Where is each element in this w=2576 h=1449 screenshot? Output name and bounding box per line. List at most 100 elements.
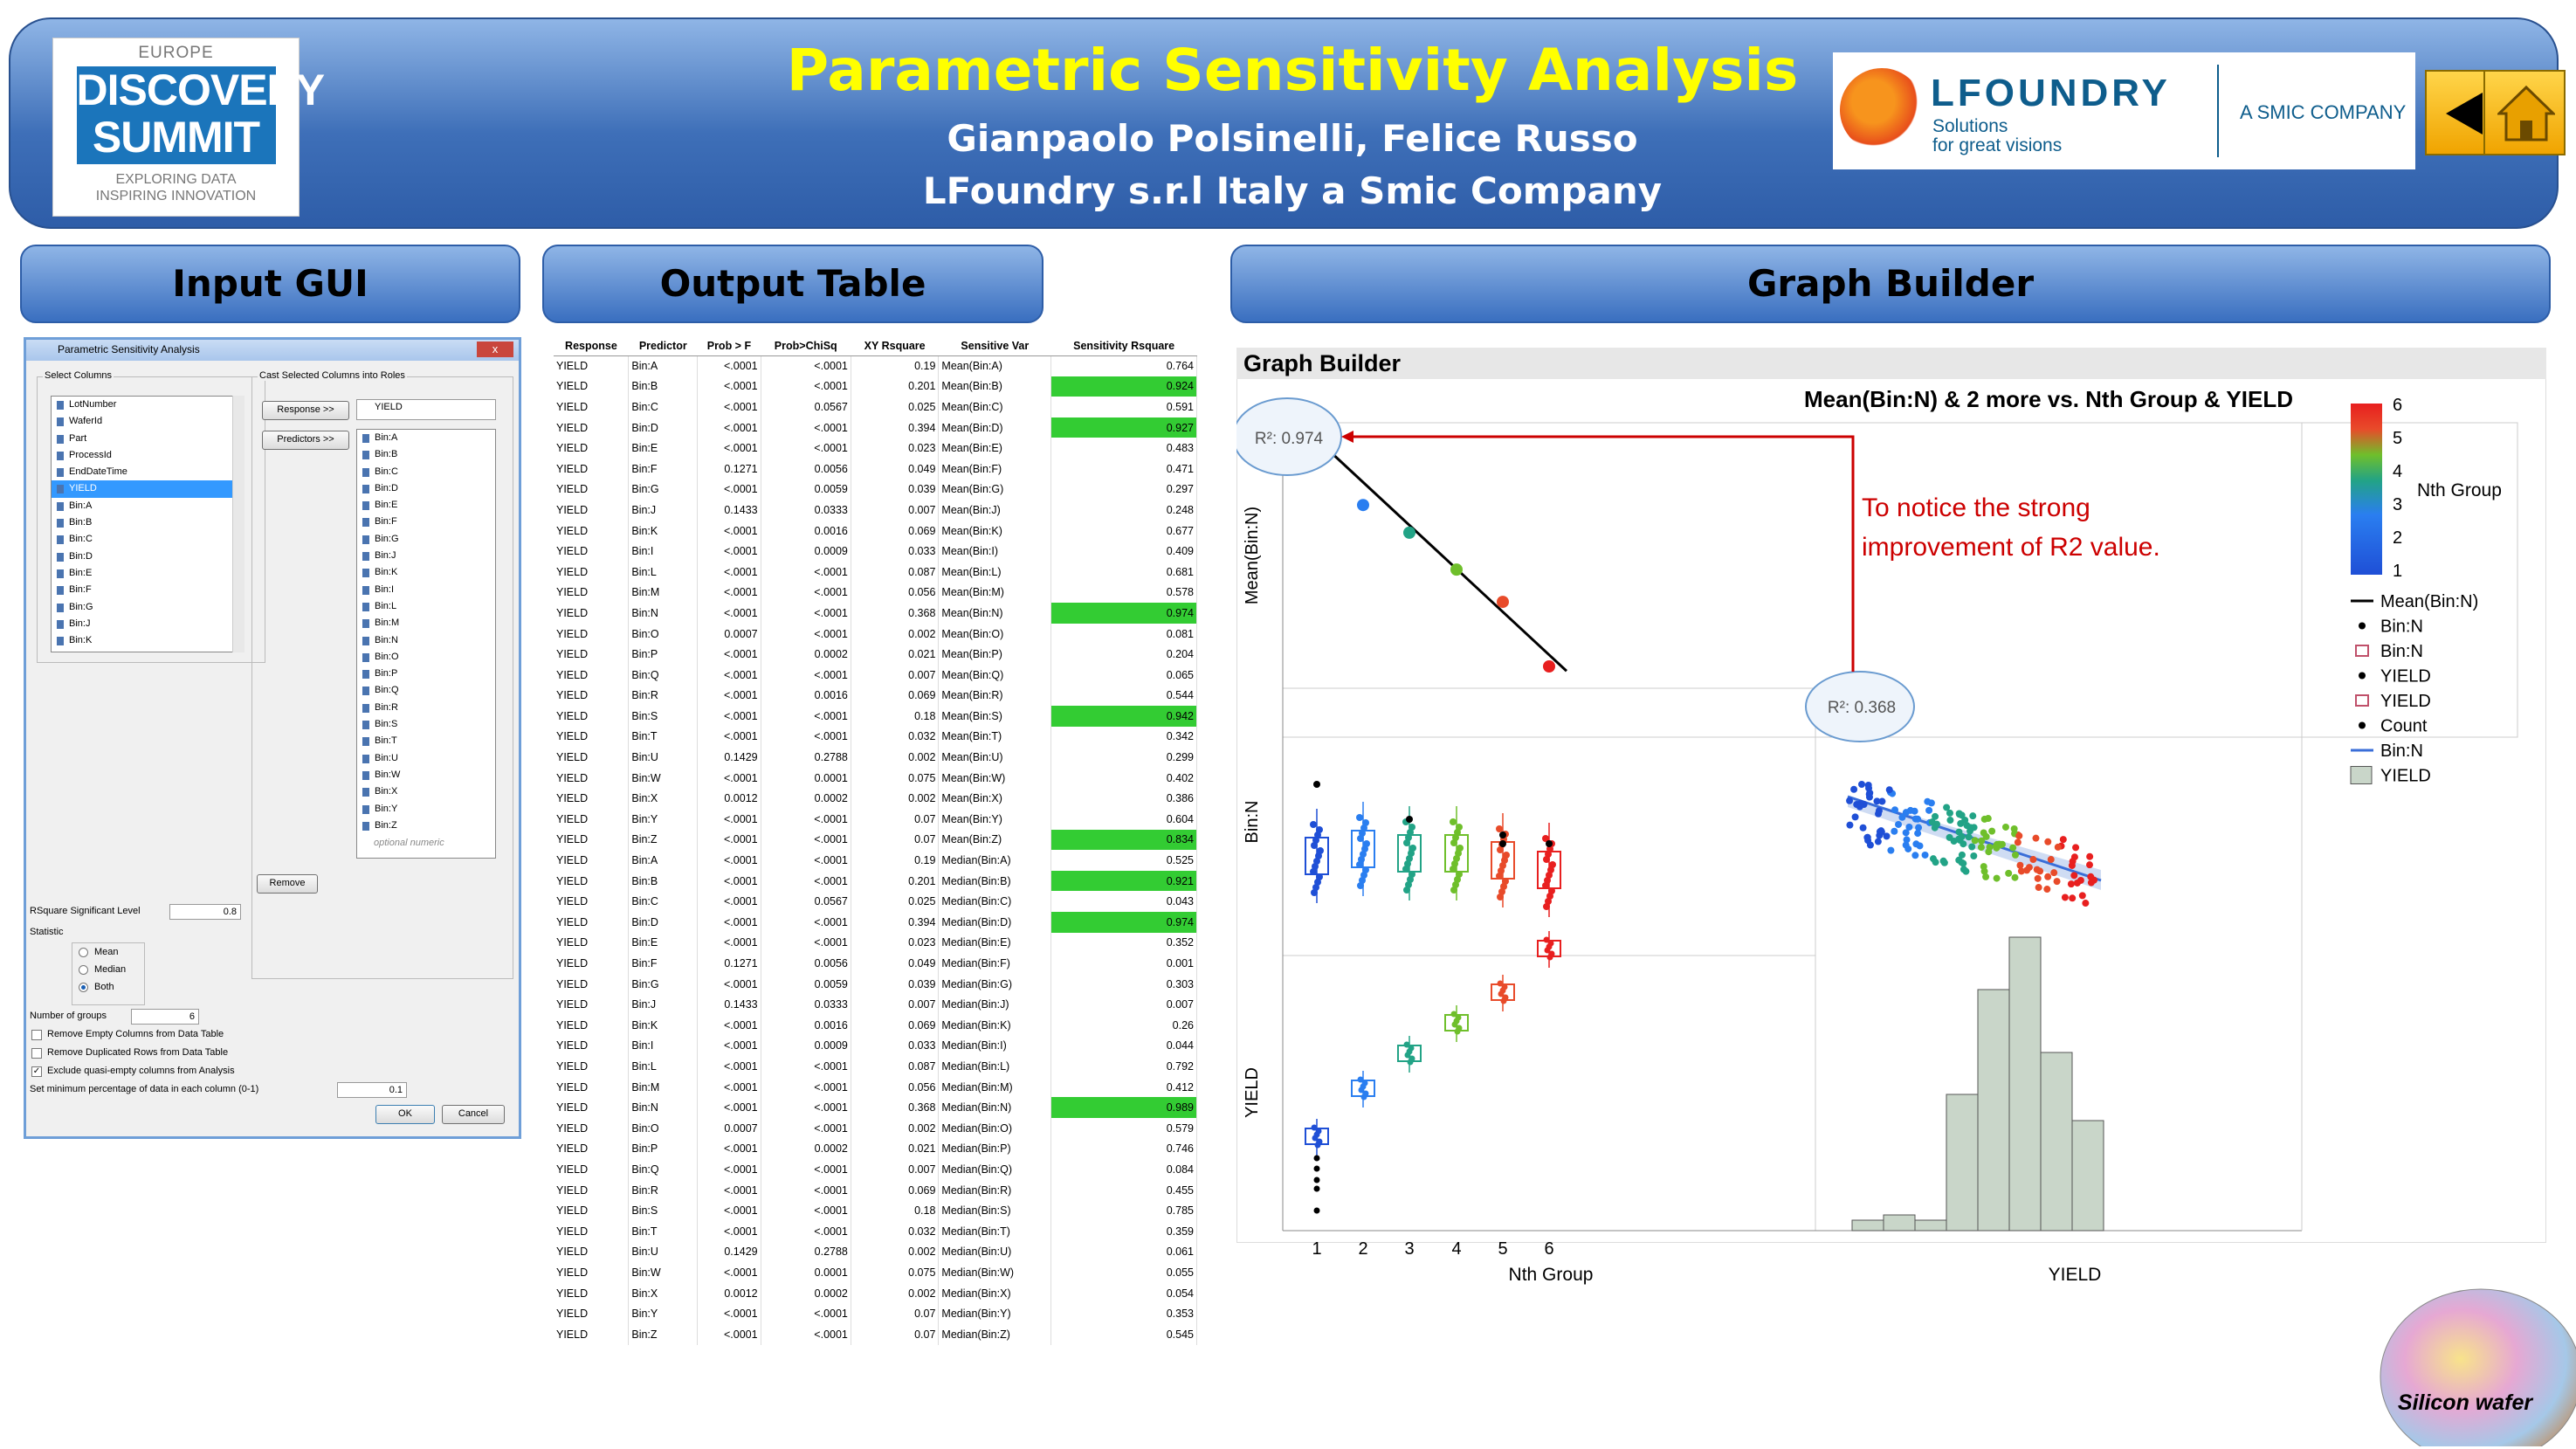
predictor-list-item[interactable]: Bin:O xyxy=(357,649,495,666)
column-header[interactable]: Sensitivity Rsquare xyxy=(1050,336,1197,356)
table-row[interactable]: YIELD Bin:F 0.1271 0.0056 0.049 Median(Bin:F)… xyxy=(554,953,1197,974)
predictor-list-item[interactable]: Bin:C xyxy=(357,464,495,480)
table-row[interactable]: YIELD Bin:I <.0001 0.0009 0.033 Mean(Bin:I) 0.… xyxy=(554,541,1197,562)
opt-exclude-checkbox[interactable]: ✓ xyxy=(31,1066,42,1077)
table-row[interactable]: YIELD Bin:Z <.0001 <.0001 0.07 Median(Bin:Z) 0… xyxy=(554,1323,1197,1345)
column-list-item[interactable]: ProcessId xyxy=(52,447,244,464)
column-header[interactable]: XY Rsquare xyxy=(851,336,939,356)
column-list-item[interactable]: LotNumber xyxy=(52,397,244,413)
table-row[interactable]: YIELD Bin:O 0.0007 <.0001 0.002 Median(Bin:O)… xyxy=(554,1117,1197,1139)
column-list-item[interactable]: YIELD xyxy=(52,480,244,498)
predictor-list-item[interactable]: Bin:N xyxy=(357,632,495,649)
table-row[interactable]: YIELD Bin:D <.0001 <.0001 0.394 Mean(Bin:D) 0.… xyxy=(554,417,1197,438)
table-row[interactable]: YIELD Bin:T <.0001 <.0001 0.032 Median(Bin:T)… xyxy=(554,1220,1197,1242)
groups-input[interactable]: 6 xyxy=(131,1009,199,1025)
table-row[interactable]: YIELD Bin:K <.0001 0.0016 0.069 Median(Bin:K)… xyxy=(554,1015,1197,1036)
column-header[interactable]: Response xyxy=(554,336,629,356)
predictors-button[interactable]: Predictors >> xyxy=(262,431,349,450)
table-row[interactable]: YIELD Bin:S <.0001 <.0001 0.18 Mean(Bin:S) 0.9… xyxy=(554,706,1197,727)
column-header[interactable]: Prob > F xyxy=(697,336,761,356)
predictor-list-item[interactable]: Bin:Z xyxy=(357,818,495,834)
predictor-list-item[interactable]: Bin:T xyxy=(357,733,495,749)
column-header[interactable]: Prob>ChiSq xyxy=(761,336,851,356)
table-row[interactable]: YIELD Bin:L <.0001 <.0001 0.087 Median(Bin:L)… xyxy=(554,1056,1197,1077)
rsquare-input[interactable]: 0.8 xyxy=(169,904,241,920)
minpct-input[interactable]: 0.1 xyxy=(337,1082,407,1098)
column-list-item[interactable]: Bin:D xyxy=(52,549,244,565)
predictor-list-item[interactable]: Bin:R xyxy=(357,700,495,716)
table-row[interactable]: YIELD Bin:N <.0001 <.0001 0.368 Mean(Bin:N) 0.… xyxy=(554,603,1197,624)
opt-remove-empty-checkbox[interactable] xyxy=(31,1030,42,1040)
table-row[interactable]: YIELD Bin:C <.0001 0.0567 0.025 Mean(Bin:C) 0.… xyxy=(554,397,1197,417)
column-list-item[interactable]: Bin:A xyxy=(52,498,244,514)
predictor-list-item[interactable]: Bin:X xyxy=(357,783,495,800)
table-row[interactable]: YIELD Bin:M <.0001 <.0001 0.056 Median(Bin:M)… xyxy=(554,1076,1197,1098)
table-row[interactable]: YIELD Bin:S <.0001 <.0001 0.18 Median(Bin:S) 0… xyxy=(554,1200,1197,1221)
column-list-item[interactable]: Bin:F xyxy=(52,582,244,598)
table-row[interactable]: YIELD Bin:K <.0001 0.0016 0.069 Mean(Bin:K) 0.… xyxy=(554,520,1197,542)
table-row[interactable]: YIELD Bin:D <.0001 <.0001 0.394 Median(Bin:D)… xyxy=(554,912,1197,933)
column-list-item[interactable]: WaferId xyxy=(52,413,244,430)
response-button[interactable]: Response >> xyxy=(262,401,349,420)
predictor-list-item[interactable]: Bin:K xyxy=(357,564,495,581)
columns-list[interactable]: LotNumber WaferId Part ProcessId EndDateTime… xyxy=(51,396,245,652)
close-button[interactable]: x xyxy=(477,342,513,357)
table-row[interactable]: YIELD Bin:M <.0001 <.0001 0.056 Mean(Bin:M) 0.… xyxy=(554,582,1197,604)
stat-median-radio[interactable] xyxy=(79,965,88,975)
remove-button[interactable]: Remove xyxy=(257,874,318,894)
table-row[interactable]: YIELD Bin:G <.0001 0.0059 0.039 Mean(Bin:G) 0.… xyxy=(554,479,1197,500)
table-row[interactable]: YIELD Bin:N <.0001 <.0001 0.368 Median(Bin:N)… xyxy=(554,1097,1197,1118)
table-row[interactable]: YIELD Bin:X 0.0012 0.0002 0.002 Mean(Bin:X) 0.… xyxy=(554,788,1197,810)
predictor-list-item[interactable]: Bin:P xyxy=(357,666,495,682)
column-list-item[interactable]: EndDateTime xyxy=(52,464,244,480)
table-row[interactable]: YIELD Bin:P <.0001 0.0002 0.021 Mean(Bin:P) 0.… xyxy=(554,644,1197,665)
table-row[interactable]: YIELD Bin:Q <.0001 <.0001 0.007 Mean(Bin:Q) 0.… xyxy=(554,664,1197,686)
table-row[interactable]: YIELD Bin:R <.0001 0.0016 0.069 Mean(Bin:R) 0.… xyxy=(554,685,1197,707)
home-button[interactable] xyxy=(2483,70,2566,155)
column-list-item[interactable]: Bin:C xyxy=(52,531,244,548)
predictor-list-item[interactable]: Bin:A xyxy=(357,430,495,446)
table-row[interactable]: YIELD Bin:O 0.0007 <.0001 0.002 Mean(Bin:O) 0.… xyxy=(554,623,1197,645)
column-list-item[interactable]: Bin:B xyxy=(52,514,244,531)
predictor-list-item[interactable]: Bin:S xyxy=(357,716,495,733)
table-row[interactable]: YIELD Bin:W <.0001 0.0001 0.075 Median(Bin:W)… xyxy=(554,1262,1197,1283)
table-row[interactable]: YIELD Bin:Y <.0001 <.0001 0.07 Mean(Bin:Y) 0.6… xyxy=(554,809,1197,830)
response-field[interactable]: YIELD xyxy=(356,399,496,420)
predictor-list-item[interactable]: Bin:I xyxy=(357,582,495,598)
table-row[interactable]: YIELD Bin:J 0.1433 0.0333 0.007 Mean(Bin:J) 0.… xyxy=(554,500,1197,521)
table-row[interactable]: YIELD Bin:R <.0001 <.0001 0.069 Median(Bin:R)… xyxy=(554,1179,1197,1201)
predictor-list-item[interactable]: Bin:B xyxy=(357,446,495,463)
predictor-list-item[interactable]: Bin:E xyxy=(357,497,495,514)
table-row[interactable]: YIELD Bin:Y <.0001 <.0001 0.07 Median(Bin:Y) 0… xyxy=(554,1303,1197,1324)
predictor-list-item[interactable]: Bin:Y xyxy=(357,801,495,818)
table-row[interactable]: YIELD Bin:J 0.1433 0.0333 0.007 Median(Bin:J)… xyxy=(554,994,1197,1015)
table-row[interactable]: YIELD Bin:U 0.1429 0.2788 0.002 Median(Bin:U)… xyxy=(554,1241,1197,1263)
column-header[interactable]: Predictor xyxy=(628,336,698,356)
table-row[interactable]: YIELD Bin:B <.0001 <.0001 0.201 Mean(Bin:B) 0.… xyxy=(554,376,1197,397)
table-row[interactable]: YIELD Bin:A <.0001 <.0001 0.19 Median(Bin:A) 0… xyxy=(554,850,1197,871)
table-row[interactable]: YIELD Bin:F 0.1271 0.0056 0.049 Mean(Bin:F) 0.… xyxy=(554,458,1197,480)
predictor-list-item[interactable]: Bin:W xyxy=(357,767,495,783)
table-row[interactable]: YIELD Bin:X 0.0012 0.0002 0.002 Median(Bin:X)… xyxy=(554,1282,1197,1304)
table-row[interactable]: YIELD Bin:A <.0001 <.0001 0.19 Mean(Bin:A) 0.7… xyxy=(554,355,1197,376)
table-row[interactable]: YIELD Bin:W <.0001 0.0001 0.075 Mean(Bin:W) 0.… xyxy=(554,767,1197,789)
column-list-item[interactable]: Bin:E xyxy=(52,565,244,582)
column-list-item[interactable]: Bin:G xyxy=(52,599,244,616)
predictor-list-item[interactable]: Bin:D xyxy=(357,480,495,497)
predictors-list[interactable]: Bin:A Bin:B Bin:C Bin:D Bin:E Bin:F Bin:G Bin:J… xyxy=(356,429,496,859)
table-row[interactable]: YIELD Bin:E <.0001 <.0001 0.023 Median(Bin:E)… xyxy=(554,932,1197,954)
predictor-list-item[interactable]: Bin:G xyxy=(357,531,495,548)
stat-mean-radio[interactable] xyxy=(79,948,88,957)
columns-scrollbar[interactable] xyxy=(232,396,245,652)
table-row[interactable]: YIELD Bin:C <.0001 0.0567 0.025 Median(Bin:C)… xyxy=(554,891,1197,913)
column-list-item[interactable]: Part xyxy=(52,431,244,447)
predictor-list-item[interactable]: Bin:U xyxy=(357,750,495,767)
opt-remove-dup-checkbox[interactable] xyxy=(31,1048,42,1059)
table-row[interactable]: YIELD Bin:U 0.1429 0.2788 0.002 Mean(Bin:U) 0.… xyxy=(554,747,1197,768)
table-row[interactable]: YIELD Bin:Q <.0001 <.0001 0.007 Median(Bin:Q)… xyxy=(554,1159,1197,1180)
cancel-button[interactable]: Cancel xyxy=(442,1105,505,1124)
predictor-list-item[interactable]: Bin:Q xyxy=(357,682,495,699)
predictor-list-item[interactable]: Bin:L xyxy=(357,598,495,615)
table-row[interactable]: YIELD Bin:I <.0001 0.0009 0.033 Median(Bin:I)… xyxy=(554,1035,1197,1057)
table-row[interactable]: YIELD Bin:L <.0001 <.0001 0.087 Mean(Bin:L) 0.… xyxy=(554,561,1197,583)
